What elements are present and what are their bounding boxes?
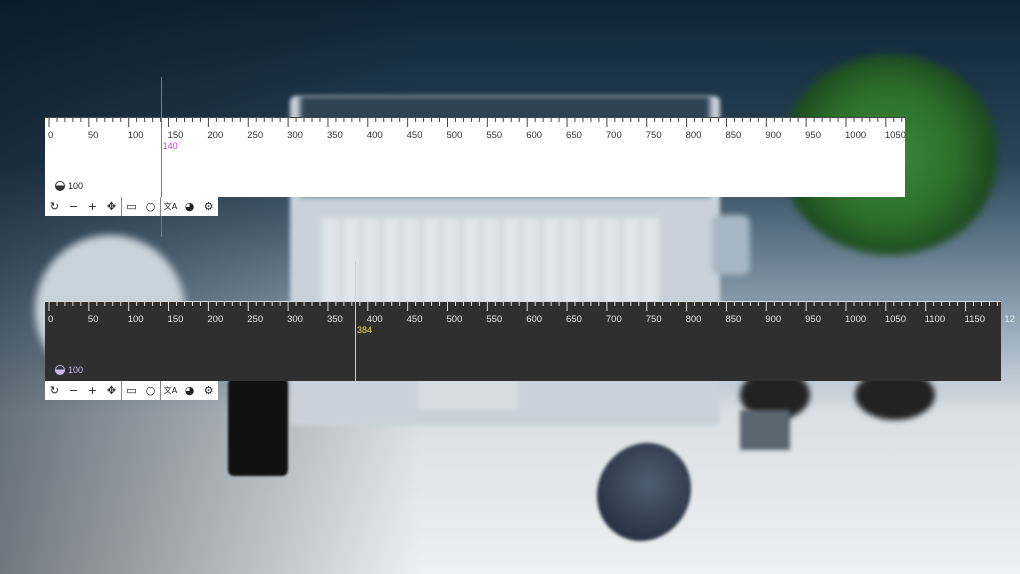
move-icon[interactable]: ✥ (106, 384, 117, 397)
ruler-toolbar-light: ↻ − + ✥ ▭ ○ 文A ◕ ⚙ (45, 197, 218, 216)
ruler-tick-label: 700 (605, 130, 622, 141)
ruler-tick-label: 650 (566, 314, 582, 325)
ruler-tick-label: 450 (406, 314, 423, 325)
ruler-tick-label: 1100 (924, 314, 946, 325)
ruler-tick-label: 600 (526, 314, 543, 325)
rotate-icon[interactable]: ↻ (49, 200, 60, 213)
ruler-tick-label: 50 (87, 130, 99, 141)
ruler-tick-label: 750 (645, 314, 662, 325)
ruler-tick-label: 1050 (884, 314, 906, 325)
mouse-image (579, 425, 709, 559)
opacity-drop-icon (55, 181, 65, 191)
circle-icon[interactable]: ○ (145, 384, 156, 397)
plus-icon[interactable]: + (87, 200, 98, 213)
ruler-tick-label: 150 (167, 130, 184, 141)
ruler-tick-label: 800 (685, 130, 702, 141)
ruler-tick-label: 450 (406, 130, 423, 141)
ruler-tick-label: 300 (287, 314, 303, 325)
minus-icon[interactable]: − (68, 384, 79, 397)
translate-icon[interactable]: 文A (163, 386, 178, 395)
ruler-tick-label: 400 (366, 130, 383, 141)
palette-icon[interactable]: ◕ (184, 200, 195, 213)
settings-icon[interactable]: ⚙ (203, 200, 214, 213)
ruler-tick-label: 400 (366, 314, 383, 325)
ruler-tick-label: 850 (725, 130, 742, 141)
opacity-drop-icon (55, 365, 65, 375)
ruler-light[interactable]: 0 50 100 150 200 250 300 350 400 450 500 550 600 650 7… (45, 77, 906, 237)
ruler-tick-label: 100 (127, 130, 144, 141)
toolbar-separator (160, 381, 161, 400)
ruler-tick-label: 12 (1004, 314, 1015, 325)
measure-cursor-line[interactable] (160, 77, 162, 237)
ruler-tick-label: 200 (207, 130, 224, 141)
ruler-tick-label: 200 (207, 314, 224, 325)
ruler-tick-label: 550 (486, 314, 503, 325)
ruler-tick-label: 1150 (964, 314, 985, 325)
ruler-tick-label: 550 (486, 130, 503, 141)
ruler-tick-label: 500 (446, 314, 463, 325)
minus-icon[interactable]: − (68, 200, 79, 213)
ruler-toolbar-dark: ↻ − + ✥ ▭ ○ 文A ◕ ⚙ (45, 381, 218, 400)
ruler-tick-label: 50 (87, 314, 99, 325)
measure-cursor-line[interactable] (355, 261, 357, 421)
ruler-tick-label: 900 (765, 314, 782, 325)
ruler-tick-label: 1050 (884, 130, 906, 141)
toolbar-separator (160, 197, 161, 216)
measure-cursor-value: 140 (162, 141, 178, 151)
ruler-tick-label: 700 (605, 314, 622, 325)
toolbar-separator (121, 197, 122, 216)
opacity-indicator[interactable]: 100 (55, 365, 83, 375)
palette-icon[interactable]: ◕ (184, 384, 195, 397)
opacity-value: 100 (68, 181, 84, 191)
translate-icon[interactable]: 文A (163, 202, 178, 211)
ruler-icon[interactable]: ▭ (126, 200, 137, 213)
circle-icon[interactable]: ○ (145, 200, 156, 213)
rotate-icon[interactable]: ↻ (49, 384, 60, 397)
ruler-tick-label: 600 (526, 130, 543, 141)
ruler-tick-label: 900 (765, 130, 782, 141)
opacity-indicator[interactable]: 100 (55, 181, 83, 191)
ruler-tick-label: 100 (127, 314, 144, 325)
toolbar-separator (121, 381, 122, 400)
ruler-icon[interactable]: ▭ (126, 384, 137, 397)
settings-icon[interactable]: ⚙ (203, 384, 214, 397)
ruler-tick-label: 1000 (845, 314, 867, 325)
ruler-tick-label: 250 (247, 130, 264, 141)
ruler-tick-label: 950 (805, 314, 821, 325)
ruler-tick-label: 350 (326, 314, 343, 325)
ruler-tick-label: 150 (167, 314, 184, 325)
ruler-tick-label: 300 (287, 130, 303, 141)
ruler-tick-label: 500 (446, 130, 463, 141)
ruler-dark[interactable]: 0 50 100 150 200 250 300 350 400 450 500 550 600 650 7… (45, 261, 1015, 421)
phone-image (228, 378, 288, 476)
ruler-ticks (45, 117, 905, 127)
plus-icon[interactable]: + (87, 384, 98, 397)
ruler-tick-label: 1000 (845, 130, 867, 141)
opacity-value: 100 (68, 365, 84, 375)
measure-cursor-value: 384 (357, 325, 373, 335)
ruler-tick-label: 750 (645, 130, 662, 141)
ruler-tick-label: 350 (326, 130, 343, 141)
ruler-tick-label: 0 (48, 130, 54, 141)
move-icon[interactable]: ✥ (106, 200, 117, 213)
ruler-tick-label: 800 (685, 314, 702, 325)
ruler-tick-label: 950 (805, 130, 821, 141)
ruler-tick-label: 0 (48, 314, 54, 325)
ruler-tick-label: 850 (725, 314, 742, 325)
ruler-tick-label: 250 (247, 314, 264, 325)
ruler-tick-label: 650 (566, 130, 582, 141)
ruler-ticks (45, 301, 1001, 311)
